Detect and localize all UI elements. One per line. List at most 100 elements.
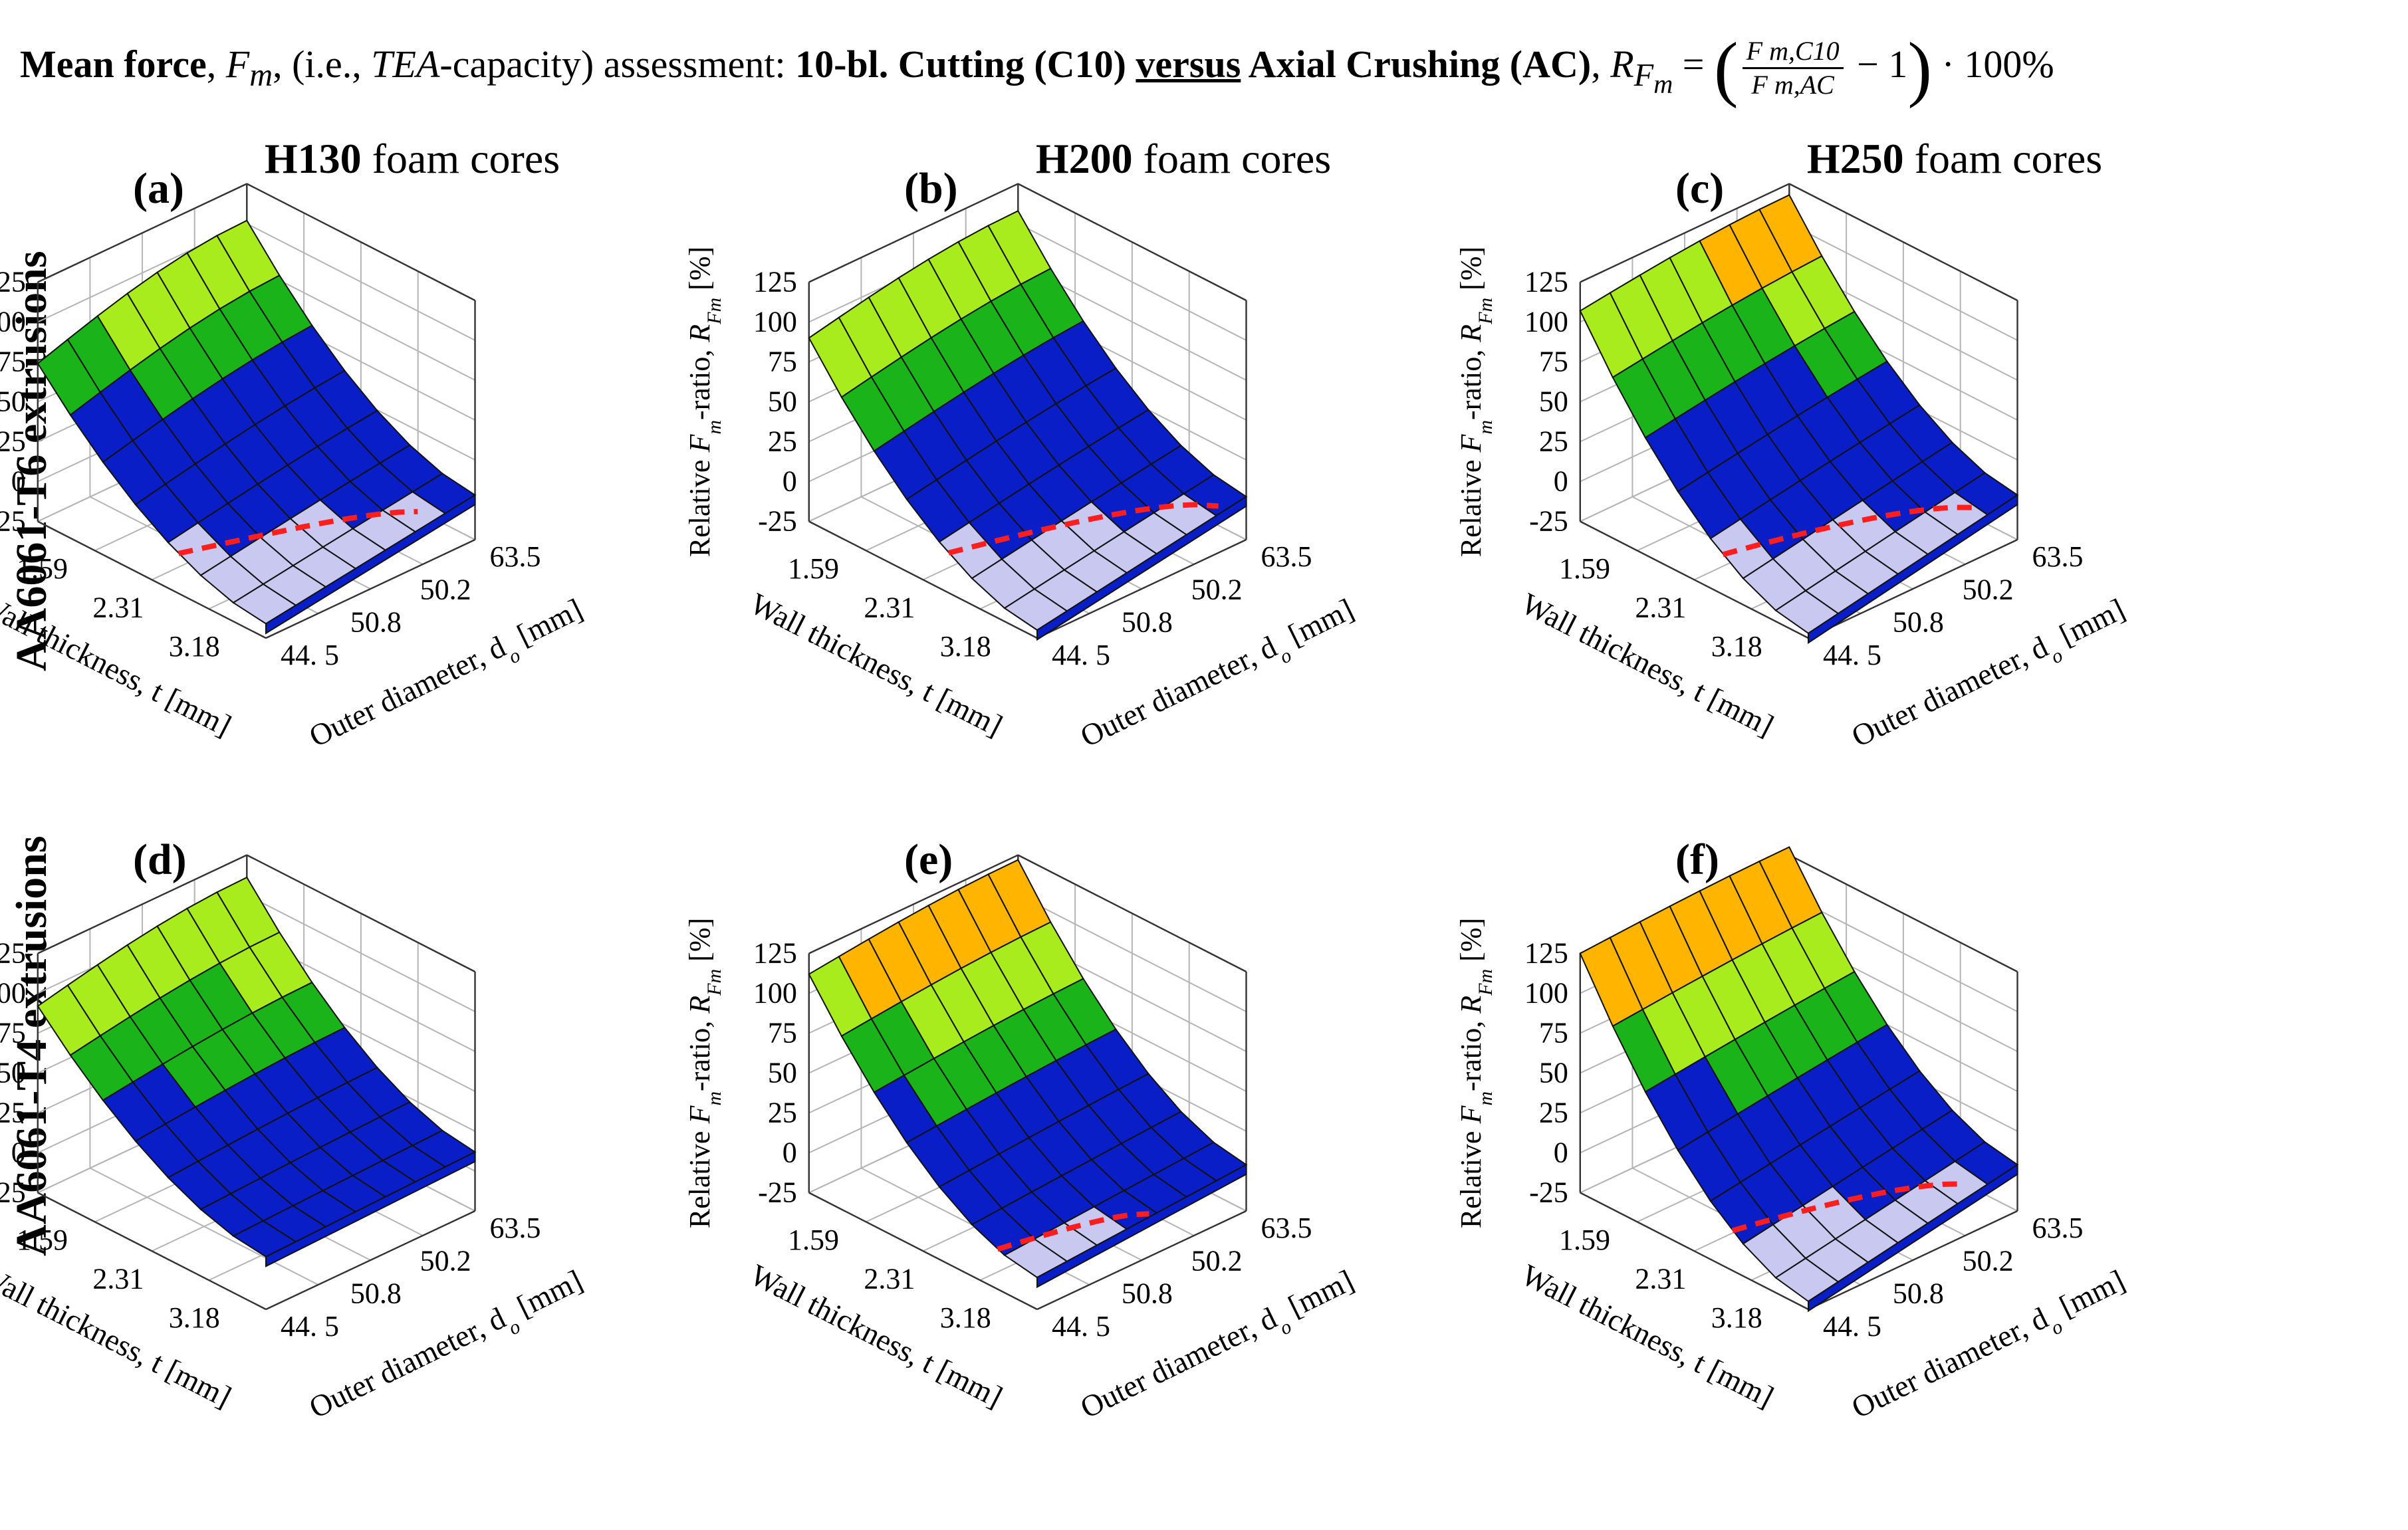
- x-tick-label: 1.59: [17, 552, 68, 585]
- y-axis-label: Outer diameter, do [mm]: [304, 592, 592, 762]
- axis-label-part: [mm]: [505, 592, 588, 656]
- axis-label-part: [%]: [683, 247, 716, 298]
- z-tick-label: 75: [0, 1017, 26, 1049]
- x-tick-label: 3.18: [1711, 630, 1762, 663]
- z-tick-label: 100: [0, 306, 26, 338]
- title-part-m: − 1: [1847, 43, 1908, 86]
- y-tick-label: 50.8: [1122, 1277, 1173, 1310]
- z-tick-label: 50: [768, 385, 797, 418]
- axis-label-part: -ratio,: [683, 1014, 716, 1091]
- y-tick-label: 50.2: [1191, 1244, 1243, 1277]
- axis-label-part: -ratio,: [683, 342, 716, 420]
- z-tick-label: -25: [1529, 505, 1568, 538]
- surface: [808, 209, 1248, 631]
- surface: [37, 219, 477, 625]
- axis-label-part: [mm]: [2047, 592, 2130, 656]
- surface-skirt: [265, 1150, 476, 1267]
- panel-letter: (e): [904, 835, 953, 884]
- column-title: H130 foam cores: [265, 135, 560, 182]
- z-tick-label: 0: [1554, 465, 1568, 498]
- title-part-n: · 100%: [1932, 43, 2054, 86]
- title-part-c: F: [225, 43, 250, 86]
- x-tick-label: 3.18: [169, 1301, 220, 1334]
- fraction-denominator: F m,AC: [1751, 70, 1834, 100]
- axis-box-edge: [37, 520, 267, 639]
- axis-box-edge: [1788, 183, 2018, 302]
- axis-label-part: R: [683, 996, 716, 1014]
- surface-panel-2: -25 0 25 50 75 100 125 1.59 2.31 3.18 44. 5 50.8 50.…: [1455, 135, 2130, 754]
- z-tick-label: 75: [1539, 346, 1568, 378]
- z-tick-label: 50: [1539, 1057, 1568, 1089]
- z-axis-label: Relative Fm-ratio, RFm [%]: [683, 918, 725, 1228]
- z-axis-label: Relative Fm-ratio, RFm [%]: [1455, 247, 1497, 557]
- axis-label-part: F: [683, 1105, 716, 1125]
- x-tick-label: 1.59: [788, 1224, 839, 1256]
- surface: [1579, 846, 2019, 1303]
- z-tick-label: 25: [768, 1097, 797, 1129]
- y-tick-label: 63.5: [2032, 1212, 2084, 1244]
- axis-label-part: Relative: [683, 453, 716, 558]
- surface-skirt: [1036, 1163, 1247, 1289]
- y-tick-label: 44. 5: [281, 639, 339, 671]
- axis-box-edge: [1580, 1192, 1809, 1311]
- axis-label-part: m: [703, 969, 725, 984]
- axis-label-part: F: [683, 434, 716, 453]
- axis-box-edge: [265, 1210, 476, 1311]
- axis-label-part: Relative: [1455, 453, 1487, 558]
- title-part-d: , (i.e.,: [273, 43, 372, 86]
- column-title: H200 foam cores: [1036, 135, 1331, 182]
- axis-label-part: [%]: [683, 918, 716, 969]
- z-tick-label: -25: [1529, 1176, 1568, 1209]
- figure-title: Mean force, Fm, (i.e., TEA-capacity) ass…: [20, 28, 2393, 105]
- x-tick-label: 1.59: [17, 1224, 68, 1256]
- y-tick-label: 63.5: [1261, 540, 1312, 573]
- axis-box-edge: [808, 1192, 1038, 1311]
- y-axis-label: Outer diameter, do [mm]: [1075, 592, 1363, 762]
- y-tick-label: 44. 5: [1052, 639, 1110, 671]
- zero-contour-line: [947, 502, 1219, 556]
- axis-box-edge: [1036, 538, 1247, 639]
- y-tick-label: 50.2: [1191, 573, 1243, 605]
- z-tick-label: -25: [758, 1176, 797, 1209]
- title-part-k-sub: F: [1633, 57, 1654, 93]
- z-tick-label: -25: [758, 505, 797, 538]
- y-tick-label: 44. 5: [1823, 639, 1881, 671]
- x-tick-label: 3.18: [940, 1301, 991, 1334]
- y-tick-label: 44. 5: [1823, 1310, 1881, 1343]
- z-tick-label: 50: [0, 1057, 26, 1089]
- z-axis-label: Relative Fm-ratio, RFm [%]: [1455, 918, 1497, 1228]
- y-tick-label: 50.2: [420, 573, 471, 605]
- surface-panel-1: -25 0 25 50 75 100 125 1.59 2.31 3.18 44. 5 50.8 50.…: [683, 135, 1363, 762]
- z-tick-label: -25: [0, 505, 26, 538]
- zero-contour-line: [997, 1211, 1149, 1252]
- x-tick-label: 3.18: [1711, 1301, 1762, 1334]
- axis-box-edge: [246, 183, 476, 302]
- z-tick-label: 0: [783, 1137, 797, 1169]
- axis-box-edge: [1036, 1210, 1247, 1311]
- axis-box-edge: [808, 183, 1019, 283]
- x-tick-label: 3.18: [169, 630, 220, 663]
- z-tick-label: 75: [768, 1017, 797, 1049]
- z-tick-label: -25: [0, 1176, 26, 1209]
- z-tick-label: 0: [783, 465, 797, 498]
- panel-letter: (f): [1675, 835, 1719, 884]
- close-paren: ): [1907, 27, 1932, 109]
- panel-letter: (c): [1675, 164, 1724, 213]
- y-tick-label: 50.8: [1893, 1277, 1944, 1310]
- title-part-l: =: [1673, 43, 1714, 86]
- x-tick-label: 2.31: [1635, 591, 1686, 623]
- x-tick-label: 3.18: [940, 630, 991, 663]
- title-part-k-subsub: m: [1653, 68, 1673, 99]
- open-paren: (: [1714, 27, 1739, 109]
- axis-label-part: m: [703, 1091, 725, 1106]
- surface: [1579, 193, 2019, 635]
- axis-box-edge: [246, 854, 476, 973]
- z-tick-label: 50: [0, 385, 26, 418]
- y-tick-label: 50.2: [420, 1244, 471, 1277]
- column-title-bold: H200: [1036, 135, 1133, 182]
- y-tick-label: 63.5: [490, 540, 541, 573]
- z-tick-label: 75: [768, 346, 797, 378]
- axis-label-part: F: [703, 312, 725, 325]
- x-tick-label: 2.31: [92, 1262, 144, 1295]
- title-part-g: 10-bl. Cutting (C10): [795, 43, 1136, 86]
